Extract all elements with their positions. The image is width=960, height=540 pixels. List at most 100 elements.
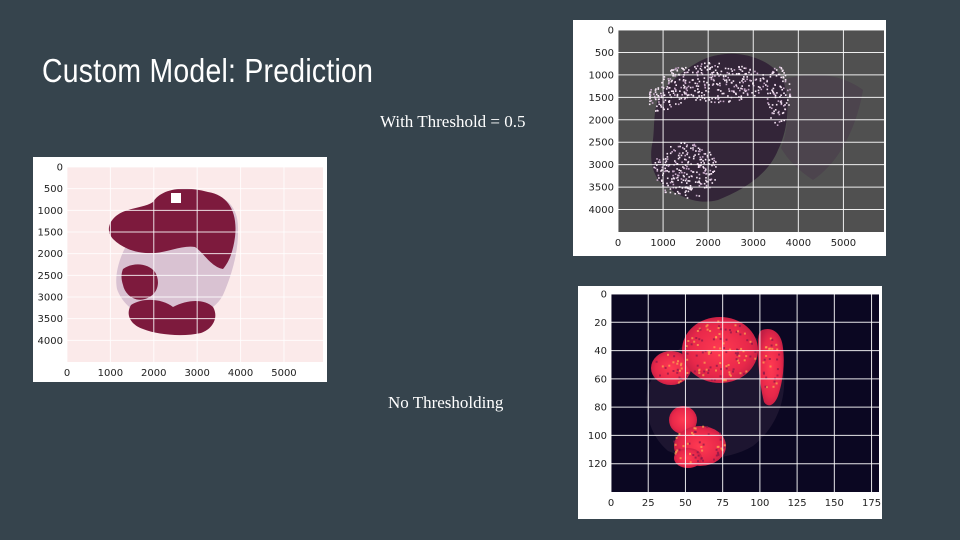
speckle xyxy=(678,98,681,100)
speckle xyxy=(649,91,652,93)
threshold-caption: With Threshold = 0.5 xyxy=(380,112,526,131)
speckle xyxy=(664,167,666,170)
speckle xyxy=(661,169,663,171)
speckle xyxy=(748,84,750,87)
speckle xyxy=(739,81,741,84)
speckle xyxy=(679,457,682,460)
speckle xyxy=(712,171,714,173)
speckle xyxy=(677,174,680,177)
speckle xyxy=(774,121,776,124)
speckle xyxy=(682,152,684,154)
y-tick-label: 500 xyxy=(595,48,614,59)
speckle xyxy=(738,361,740,364)
speckle xyxy=(722,100,725,103)
speckle xyxy=(697,460,699,463)
speckle xyxy=(665,88,668,90)
speckle xyxy=(671,180,673,183)
speckle xyxy=(704,170,706,172)
speckle xyxy=(709,169,712,172)
speckle xyxy=(738,324,741,327)
speckle xyxy=(667,165,670,167)
speckle xyxy=(728,371,731,374)
speckle xyxy=(656,170,659,172)
speckle xyxy=(744,90,747,93)
speckle xyxy=(743,89,746,92)
speckle xyxy=(653,95,656,98)
speckle xyxy=(788,104,790,106)
speckle xyxy=(704,350,707,353)
speckle xyxy=(698,173,701,176)
speckle xyxy=(657,110,659,112)
speckle xyxy=(762,78,765,80)
speckle xyxy=(740,98,743,100)
speckle xyxy=(703,370,706,373)
x-tick-label: 150 xyxy=(825,498,844,509)
speckle xyxy=(760,88,763,91)
speckle xyxy=(712,71,715,73)
speckle xyxy=(725,365,728,368)
speckle xyxy=(743,67,746,69)
speckle xyxy=(672,90,675,92)
speckle xyxy=(686,197,689,199)
speckle xyxy=(650,89,652,91)
speckle xyxy=(700,65,702,68)
speckle xyxy=(699,150,701,153)
speckle xyxy=(740,347,743,350)
speckle xyxy=(683,167,685,170)
speckle xyxy=(675,186,677,189)
speckle xyxy=(708,173,711,175)
speckle xyxy=(776,92,778,94)
raw-grid xyxy=(610,293,879,492)
speckle xyxy=(687,160,690,163)
speckle xyxy=(731,73,734,75)
speckle xyxy=(771,90,774,93)
speckle xyxy=(673,355,676,358)
speckle xyxy=(715,336,718,339)
speckle xyxy=(694,456,697,459)
speckle xyxy=(696,97,699,99)
tissue-fringe xyxy=(781,74,863,180)
speckle xyxy=(657,174,660,177)
speckle xyxy=(698,338,701,341)
y-tick-label: 0 xyxy=(601,290,607,301)
speckle xyxy=(692,454,695,456)
speckle xyxy=(676,176,679,179)
speckle xyxy=(771,89,773,91)
speckle xyxy=(681,187,684,189)
speckle xyxy=(656,93,658,96)
speckle xyxy=(735,85,738,88)
speckle xyxy=(709,76,711,79)
speckle xyxy=(708,87,710,90)
speckle xyxy=(694,82,697,85)
speckle xyxy=(705,169,707,171)
speckle xyxy=(668,101,670,103)
x-tick-label: 50 xyxy=(679,498,692,509)
speckle xyxy=(749,69,751,71)
speckle xyxy=(668,79,670,82)
speckle xyxy=(746,76,748,78)
speckle xyxy=(702,425,705,428)
speckle xyxy=(727,95,729,97)
speckle xyxy=(672,75,674,77)
speckle xyxy=(739,89,741,92)
speckle xyxy=(713,79,715,82)
speckle xyxy=(704,153,707,155)
speckle xyxy=(663,101,665,103)
speckle xyxy=(661,365,664,368)
speckle xyxy=(695,194,698,197)
speckle xyxy=(783,119,785,122)
speckle xyxy=(705,173,707,175)
raw-y-ticks: 0 20 40 60 80 100 120 xyxy=(588,290,607,471)
y-tick-label: 0 xyxy=(608,26,614,37)
hot-region-lower-left xyxy=(669,406,697,434)
speckle xyxy=(743,372,745,375)
speckle xyxy=(667,82,670,85)
speckle xyxy=(697,147,700,149)
y-tick-label: 60 xyxy=(594,374,607,385)
speckle xyxy=(706,154,709,157)
speckle xyxy=(710,173,713,175)
speckle xyxy=(702,166,704,168)
y-tick-label: 2000 xyxy=(589,115,614,126)
speckle xyxy=(695,71,698,74)
speckle xyxy=(666,86,669,88)
